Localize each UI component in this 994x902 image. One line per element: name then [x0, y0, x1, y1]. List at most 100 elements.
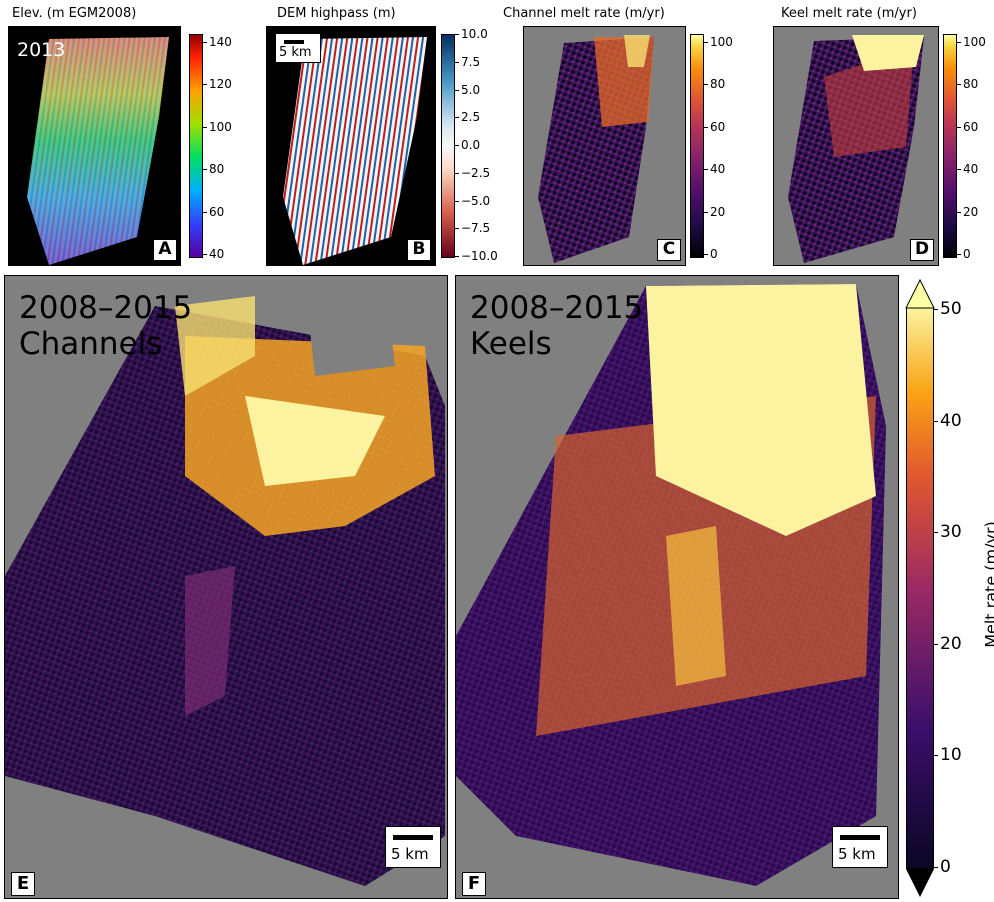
main-colorbar-tick-mark [934, 532, 938, 533]
panel-e-scalebar-label: 5 km [391, 845, 429, 863]
panel-b-colorbar-tick-mark [455, 90, 459, 91]
panel-d-colorbar-tick-label: 80 [963, 77, 979, 91]
panel-d-colorbar-tick-label: 20 [963, 205, 979, 219]
panel-a-colorbar-tick-label: 80 [209, 162, 225, 176]
panel-d-colorbar-tick-label: 0 [963, 247, 971, 261]
panel-b-colorbar-tick-label: 0.0 [461, 138, 481, 152]
panel-d-colorbar-tick-label: 60 [963, 120, 979, 134]
panel-a-colorbar-tick-label: 120 [209, 77, 232, 91]
main-colorbar-tick-label: 50 [940, 299, 962, 319]
panel-d-colorbar-tick-mark [957, 42, 961, 43]
panel-b-colorbar-tick-mark [455, 62, 459, 63]
panel-f-melt-image [456, 284, 886, 898]
panel-a-colorbar-tick-mark [203, 254, 207, 255]
panel-c-colorbar-tick-mark [704, 169, 708, 170]
main-colorbar-bottom-arrow [906, 869, 934, 897]
main-colorbar-top-arrow [905, 278, 935, 309]
panel-a-colorbar-tick-mark [203, 42, 207, 43]
main-colorbar [906, 307, 934, 869]
panel-b-colorbar-tick-mark [455, 256, 459, 257]
panel-b-highpass-image [283, 37, 427, 265]
panel-b-colorbar-tick-mark [455, 228, 459, 229]
panel-a-elevation-image [27, 37, 169, 265]
panel-a-map: 2013 A [8, 26, 181, 266]
panel-b-colorbar-tick-label: −2.5 [461, 166, 491, 180]
panel-a-colorbar-tick-mark [203, 84, 207, 85]
panel-b-colorbar-tick-label: 5.0 [461, 83, 481, 97]
panel-a-colorbar-tick-label: 100 [209, 120, 232, 134]
panel-c-map: C [523, 26, 686, 266]
main-colorbar-tick-mark [934, 309, 938, 310]
panel-c-colorbar-tick-label: 20 [710, 205, 726, 219]
panel-b-title: DEM highpass (m) [277, 6, 396, 21]
panel-a-colorbar-tick-mark [203, 212, 207, 213]
panel-a-letter: A [153, 239, 177, 261]
main-colorbar-tick-mark [934, 644, 938, 645]
panel-c-melt-image [538, 35, 654, 263]
panel-c-colorbar-tick-mark [704, 84, 708, 85]
main-colorbar-tick-mark [934, 421, 938, 422]
panel-c-letter: C [657, 239, 681, 261]
panel-a-title: Elev. (m EGM2008) [12, 6, 137, 21]
main-colorbar-tick-mark [934, 755, 938, 756]
panel-f-map: 2008–2015 Keels 5 km F [455, 275, 899, 899]
panel-f-scalebar-line [840, 835, 880, 840]
panel-c-colorbar-tick-label: 40 [710, 162, 726, 176]
panel-b-colorbar-tick-label: −10.0 [461, 249, 498, 263]
panel-c-colorbar-tick-mark [704, 254, 708, 255]
panel-b-colorbar-tick-mark [455, 34, 459, 35]
panel-d-letter: D [910, 239, 934, 261]
panel-d-colorbar-tick-mark [957, 169, 961, 170]
panel-b-colorbar-tick-mark [455, 173, 459, 174]
panel-b-colorbar-tick-label: 2.5 [461, 110, 481, 124]
main-colorbar-label: Melt rate (m/yr) [981, 521, 994, 648]
panel-b-scalebar-label: 5 km [279, 45, 312, 60]
panel-e-period: 2008–2015 [19, 290, 193, 326]
panel-b-colorbar-tick-label: 10.0 [461, 27, 488, 41]
panel-c-colorbar-tick-label: 100 [710, 35, 733, 49]
panel-a-year: 2013 [17, 39, 66, 61]
panel-a-colorbar-tick-label: 40 [209, 247, 225, 261]
panel-f-scalebar: 5 km [832, 826, 888, 868]
panel-c-colorbar [690, 34, 704, 258]
panel-d-colorbar-tick-mark [957, 84, 961, 85]
panel-b-colorbar-tick-label: −7.5 [461, 221, 491, 235]
panel-b-colorbar-tick-label: 7.5 [461, 55, 481, 69]
main-colorbar-tick-mark [934, 867, 938, 868]
panel-c-colorbar-tick-label: 80 [710, 77, 726, 91]
panel-a-colorbar-tick-label: 60 [209, 205, 225, 219]
panel-d-map: D [773, 26, 939, 266]
panel-a-colorbar-tick-label: 140 [209, 35, 232, 49]
panel-d-colorbar-tick-label: 40 [963, 162, 979, 176]
panel-d-colorbar-tick-mark [957, 127, 961, 128]
main-colorbar-tick-label: 20 [940, 634, 962, 654]
panel-c-colorbar-tick-mark [704, 42, 708, 43]
main-colorbar-tick-label: 10 [940, 745, 962, 765]
panel-d-colorbar-tick-label: 100 [963, 35, 986, 49]
panel-c-colorbar-tick-label: 60 [710, 120, 726, 134]
main-colorbar-tick-label: 30 [940, 522, 962, 542]
panel-b-scalebar: 5 km [275, 33, 321, 63]
panel-b-scalebar-line [284, 40, 304, 44]
panel-c-title: Channel melt rate (m/yr) [503, 6, 665, 21]
panel-f-letter: F [462, 872, 486, 896]
panel-a-colorbar-tick-mark [203, 127, 207, 128]
panel-b-map: 5 km B [266, 26, 436, 266]
panel-c-colorbar-tick-mark [704, 127, 708, 128]
panel-d-title: Keel melt rate (m/yr) [781, 6, 917, 21]
panel-d-colorbar-tick-mark [957, 212, 961, 213]
panel-d-colorbar [943, 34, 957, 258]
panel-f-label: Keels [470, 326, 552, 362]
panel-e-melt-image [5, 281, 445, 898]
panel-f-period: 2008–2015 [470, 290, 644, 326]
panel-e-label: Channels [19, 326, 163, 362]
panel-e-letter: E [11, 872, 35, 896]
panel-c-colorbar-tick-mark [704, 212, 708, 213]
panel-a-colorbar-tick-mark [203, 169, 207, 170]
panel-a-colorbar [189, 34, 203, 258]
panel-b-colorbar-tick-mark [455, 117, 459, 118]
panel-e-map: 2008–2015 Channels 5 km E [4, 275, 448, 899]
main-colorbar-tick-label: 40 [940, 411, 962, 431]
panel-f-scalebar-label: 5 km [838, 845, 876, 863]
panel-b-letter: B [407, 239, 431, 261]
